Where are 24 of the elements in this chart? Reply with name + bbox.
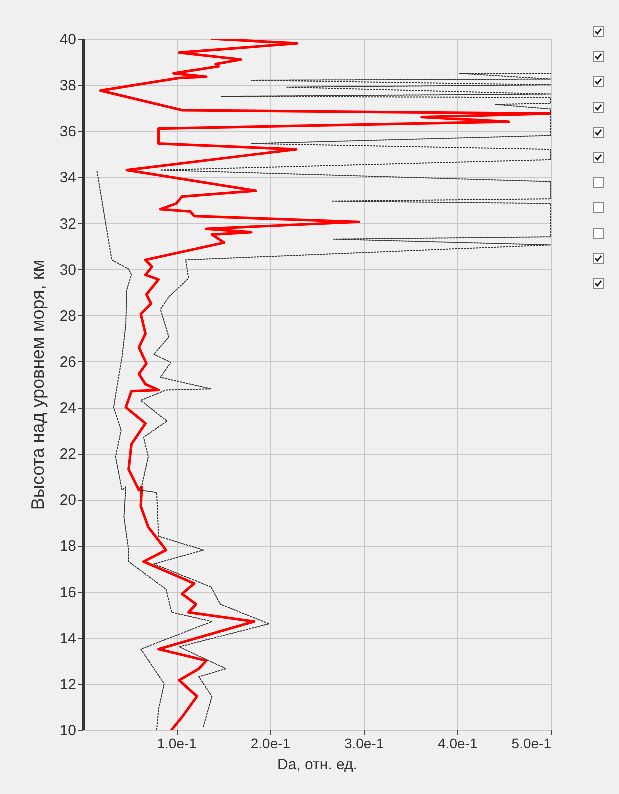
y-axis-title: Высота над уровнем моря, км <box>28 260 48 510</box>
y-tick-label: 18 <box>60 538 76 556</box>
y-tick-label: 12 <box>60 676 76 694</box>
x-tick-label: 3.0e-1 <box>344 736 384 752</box>
x-tick-label: 4.0e-1 <box>438 736 478 752</box>
y-tick-label: 34 <box>60 170 76 187</box>
y-tick-label: 10 <box>60 722 76 740</box>
y-tick-label: 22 <box>60 446 76 464</box>
y-tick-label: 40 <box>60 32 76 48</box>
y-tick-label: 14 <box>60 630 76 648</box>
y-tick-label: 28 <box>60 308 76 325</box>
y-tick-label: 24 <box>60 400 76 418</box>
y-tick-label: 30 <box>60 262 76 279</box>
y-tick-label: 38 <box>60 78 76 95</box>
x-tick-label: 1.0e-1 <box>157 736 198 752</box>
y-tick-label: 16 <box>60 584 76 602</box>
x-tick-label: 2.0e-1 <box>250 736 291 752</box>
x-axis-title: Da, отн. ед. <box>278 756 358 774</box>
y-tick-label: 36 <box>60 124 76 141</box>
x-tick-label: 5.0e-1 <box>512 736 552 752</box>
y-tick-label: 32 <box>60 216 76 233</box>
y-tick-label: 20 <box>60 492 76 510</box>
y-tick-label: 26 <box>60 354 76 371</box>
line-series <box>96 170 213 730</box>
